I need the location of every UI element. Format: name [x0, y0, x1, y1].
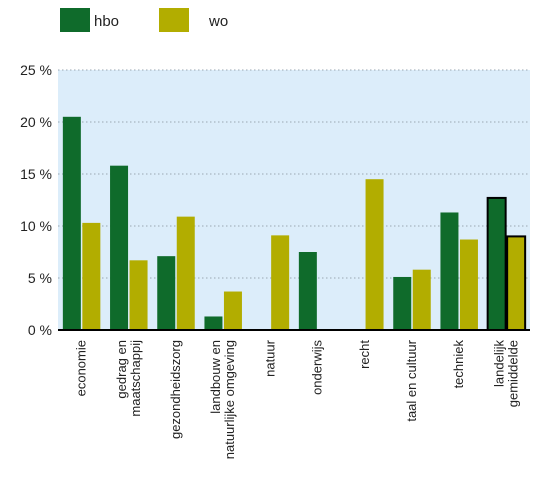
bar-wo-0: [82, 222, 101, 330]
y-tick-label: 20 %: [20, 114, 52, 130]
y-tick-label: 25 %: [20, 62, 52, 78]
x-axis-category-labels: economie gedrag en maatschappij gezondheids…: [74, 339, 521, 459]
legend-label-hbo: hbo: [94, 13, 119, 30]
x-category-label: natuurlijke omgeving: [222, 340, 237, 459]
x-category-label: landelijk: [491, 340, 506, 387]
x-category-label: gedrag en: [114, 340, 129, 399]
x-category-label: economie: [74, 340, 89, 396]
bar-wo-4: [271, 235, 290, 330]
bar-hbo-9: [486, 196, 507, 331]
x-category-label: gezondheidszorg: [168, 340, 183, 439]
x-category-label: recht: [357, 340, 372, 369]
bar-wo-9: [506, 235, 527, 331]
y-tick-label: 15 %: [20, 166, 52, 182]
bar-wo-1: [129, 260, 148, 330]
bar-wo-8: [459, 239, 478, 330]
y-tick-label: 10 %: [20, 218, 52, 234]
x-category-label: natuur: [262, 339, 277, 377]
x-category-label: landbouw en: [208, 340, 223, 414]
x-category-label: taal en cultuur: [404, 339, 419, 421]
legend-label-wo: wo: [208, 13, 228, 30]
legend-swatch-hbo: [60, 8, 90, 32]
legend-swatch-wo: [159, 8, 189, 32]
x-category-label: maatschappij: [128, 340, 143, 417]
y-axis-ticks: 0 % 5 % 10 % 15 % 20 % 25 %: [20, 62, 52, 338]
bar-hbo-5: [298, 252, 317, 330]
bar-hbo-1: [110, 165, 129, 330]
bar-hbo-8: [440, 212, 459, 330]
bar-wo-7: [412, 269, 431, 330]
bar-hbo-0: [62, 116, 81, 330]
bars: [62, 116, 527, 331]
x-category-label: gemiddelde: [505, 340, 520, 407]
bar-wo-6: [365, 179, 384, 330]
bar-wo-3: [223, 291, 242, 330]
bar-hbo-2: [157, 256, 176, 330]
x-category-label: onderwijs: [310, 340, 325, 395]
y-tick-label: 0 %: [28, 322, 52, 338]
plot-area: [58, 70, 530, 330]
x-category-label: techniek: [451, 340, 466, 389]
chart-legend: hbo wo: [60, 8, 228, 32]
bar-wo-2: [176, 216, 195, 330]
bar-hbo-3: [204, 316, 223, 330]
y-tick-label: 5 %: [28, 270, 52, 286]
bar-hbo-7: [393, 276, 412, 330]
